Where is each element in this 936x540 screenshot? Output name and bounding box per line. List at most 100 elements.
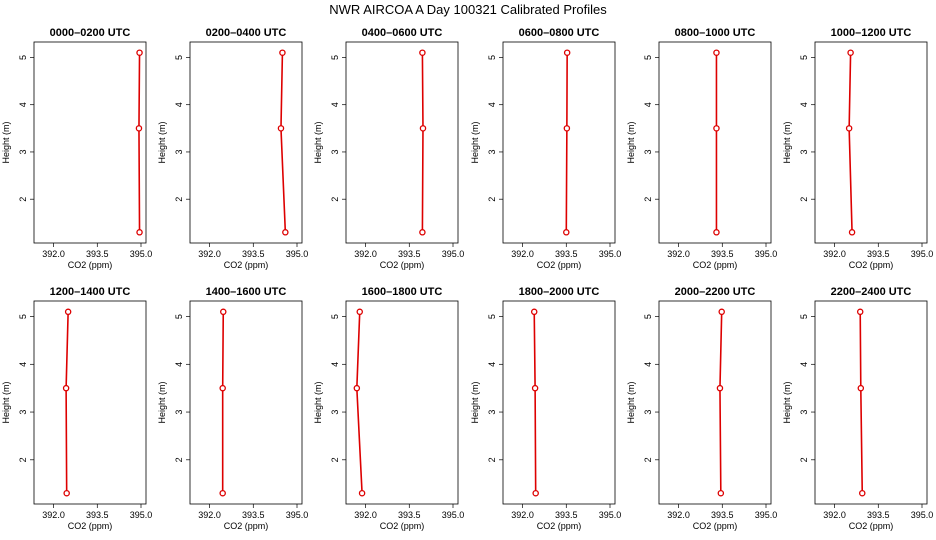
plot-frame: [189, 300, 303, 505]
y-tick-label: 3: [487, 149, 497, 154]
y-tick-label: 5: [799, 55, 809, 60]
panel-title: 2000–2200 UTC: [675, 286, 756, 298]
y-axis-label: Height (m): [313, 121, 323, 163]
x-tick-label: 392.0: [667, 249, 690, 259]
y-tick-label: 5: [174, 314, 184, 319]
panel-title: 1000–1200 UTC: [831, 27, 912, 39]
plot-frame: [345, 41, 459, 244]
y-axis-label: Height (m): [782, 121, 792, 163]
x-tick-label: 393.5: [86, 510, 109, 520]
x-tick-label: 392.0: [198, 249, 221, 259]
y-tick-label: 2: [18, 197, 28, 202]
y-tick-label: 2: [487, 197, 497, 202]
y-tick-label: 4: [799, 362, 809, 367]
x-tick-label: 392.0: [354, 249, 377, 259]
profile-point: [563, 229, 570, 236]
profile-point: [717, 489, 725, 497]
profile-panel: 1400–1600 UTC 392.0 393.5 395.0 2 3 4 5 CO2 (ppm…: [157, 286, 308, 531]
panel-title: 0000–0200 UTC: [50, 27, 131, 39]
x-tick-label: 395.0: [911, 249, 934, 259]
plot-frame: [502, 300, 616, 505]
y-tick-label: 4: [487, 102, 497, 107]
y-tick-label: 2: [330, 197, 340, 202]
y-tick-label: 5: [643, 314, 653, 319]
x-tick-label: 395.0: [130, 510, 153, 520]
profile-point: [563, 125, 571, 132]
profile-panel: 0000–0200 UTC 392.0 393.5 395.0 2 3 4 5 CO2 (ppm…: [1, 27, 152, 270]
x-axis-label: CO2 (ppm): [849, 521, 894, 531]
x-tick-label: 392.0: [42, 510, 65, 520]
y-tick-label: 4: [643, 362, 653, 367]
x-axis-label: CO2 (ppm): [693, 260, 738, 270]
x-tick-label: 393.5: [711, 249, 734, 259]
profile-line: [138, 52, 141, 233]
plot-frame: [33, 300, 147, 505]
profile-point: [848, 229, 856, 236]
x-axis-label: CO2 (ppm): [849, 260, 894, 270]
x-tick-label: 395.0: [130, 249, 153, 259]
x-tick-label: 395.0: [755, 510, 778, 520]
profile-point: [859, 489, 866, 497]
profile-point: [356, 308, 363, 316]
x-tick-label: 392.0: [667, 510, 690, 520]
y-tick-label: 2: [643, 457, 653, 462]
y-tick-label: 5: [799, 314, 809, 319]
profile-point: [716, 384, 724, 392]
y-tick-label: 3: [18, 149, 28, 154]
profile-panel: 1800–2000 UTC 392.0 393.5 395.0 2 3 4 5 CO2 (ppm…: [470, 286, 621, 531]
y-tick-label: 5: [643, 55, 653, 60]
profile-point: [532, 489, 539, 497]
profile-point: [530, 308, 538, 316]
y-tick-label: 3: [174, 149, 184, 154]
y-axis-label: Height (m): [313, 381, 323, 423]
profile-point: [358, 489, 366, 497]
y-tick-label: 5: [487, 55, 497, 60]
y-axis-label: Height (m): [157, 121, 167, 163]
profile-point: [135, 125, 143, 132]
y-tick-label: 2: [330, 457, 340, 462]
profile-point: [64, 308, 72, 316]
profile-point: [713, 49, 720, 56]
y-tick-label: 4: [487, 362, 497, 367]
y-tick-label: 5: [487, 314, 497, 319]
y-tick-label: 5: [18, 55, 28, 60]
panel-title: 2200–2400 UTC: [831, 286, 912, 298]
x-axis-label: CO2 (ppm): [68, 260, 113, 270]
plot-frame: [345, 300, 459, 505]
profile-point: [220, 308, 227, 316]
y-tick-label: 2: [643, 197, 653, 202]
profile-point: [63, 489, 70, 497]
profile-point: [847, 49, 854, 56]
profile-panel: 0400–0600 UTC 392.0 393.5 395.0 2 3 4 5 CO2 (ppm…: [313, 27, 464, 270]
y-tick-label: 2: [174, 457, 184, 462]
profile-panel: 0200–0400 UTC 392.0 393.5 395.0 2 3 4 5 CO2 (ppm…: [157, 27, 308, 270]
x-tick-label: 392.0: [198, 510, 221, 520]
y-tick-label: 4: [18, 362, 28, 367]
y-axis-label: Height (m): [157, 381, 167, 423]
x-tick-label: 395.0: [599, 249, 622, 259]
x-tick-label: 392.0: [511, 249, 534, 259]
profile-panel: 1600–1800 UTC 392.0 393.5 395.0 2 3 4 5 CO2 (ppm…: [313, 286, 464, 531]
panel-title: 1400–1600 UTC: [206, 286, 287, 298]
x-tick-label: 395.0: [442, 249, 465, 259]
panel-title: 1200–1400 UTC: [50, 286, 131, 298]
x-tick-label: 392.0: [511, 510, 534, 520]
y-tick-label: 4: [174, 362, 184, 367]
panel-title: 1800–2000 UTC: [519, 286, 600, 298]
panel-grid: 0000–0200 UTC 392.0 393.5 395.0 2 3 4 5 CO2 (ppm…: [1, 27, 933, 531]
plot-frame: [814, 300, 928, 505]
profile-point: [219, 489, 226, 497]
y-tick-label: 3: [487, 410, 497, 415]
profile-point: [353, 384, 361, 392]
plot-frame: [658, 300, 772, 505]
profile-point: [136, 49, 143, 56]
profile-point: [856, 308, 864, 316]
plot-frame: [502, 41, 616, 244]
plot-frame: [33, 41, 147, 244]
profile-point: [713, 125, 720, 132]
profile-point: [713, 229, 720, 236]
x-axis-label: CO2 (ppm): [68, 521, 113, 531]
profile-line: [421, 52, 424, 233]
profile-point: [219, 384, 226, 392]
profile-panel: 1200–1400 UTC 392.0 393.5 395.0 2 3 4 5 CO2 (ppm…: [1, 286, 152, 531]
